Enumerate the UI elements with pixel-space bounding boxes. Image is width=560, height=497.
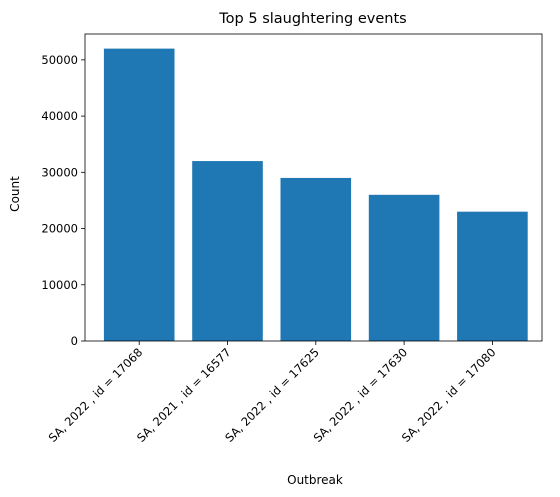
x-tick-label: SA, 2021 , id = 16577 [134, 345, 234, 445]
x-axis-label: Outbreak [287, 473, 343, 487]
y-tick-label: 0 [71, 334, 78, 348]
bar [192, 161, 263, 341]
bar [368, 194, 440, 341]
y-tick-label: 30000 [41, 165, 78, 179]
y-tick-label: 40000 [41, 109, 78, 123]
x-tick-label: SA, 2022 , id = 17625 [222, 345, 322, 445]
plot-frame [84, 33, 543, 342]
bar [280, 177, 352, 341]
x-tick-label: SA, 2022 , id = 17068 [46, 345, 146, 445]
bar [457, 211, 528, 341]
x-tick-label: SA, 2022 , id = 17080 [399, 345, 499, 445]
y-axis-label: Count [8, 176, 22, 212]
y-tick-label: 50000 [41, 53, 78, 67]
y-tick-label: 20000 [41, 222, 78, 236]
x-tick-label: SA, 2022 , id = 17630 [311, 345, 411, 445]
y-tick-label: 10000 [41, 278, 78, 292]
chart-title: Top 5 slaughtering events [218, 11, 406, 27]
bar [103, 48, 175, 342]
